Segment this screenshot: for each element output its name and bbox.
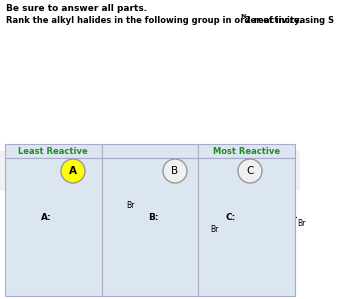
FancyBboxPatch shape — [5, 158, 102, 296]
Text: Br: Br — [297, 219, 306, 228]
Text: B: B — [172, 166, 178, 176]
Text: Be sure to answer all parts.: Be sure to answer all parts. — [6, 4, 147, 13]
Circle shape — [61, 159, 85, 183]
FancyBboxPatch shape — [198, 144, 295, 158]
FancyBboxPatch shape — [0, 151, 300, 191]
FancyBboxPatch shape — [102, 144, 198, 158]
Text: Br: Br — [210, 225, 219, 234]
Text: A: A — [69, 166, 77, 176]
Text: A:: A: — [41, 213, 52, 222]
Text: C: C — [246, 166, 254, 176]
Text: Rank the alkyl halides in the following group in order of increasing S: Rank the alkyl halides in the following … — [6, 16, 334, 25]
FancyBboxPatch shape — [5, 144, 102, 158]
Text: Least Reactive: Least Reactive — [19, 147, 88, 155]
Text: C:: C: — [226, 213, 236, 222]
Circle shape — [163, 159, 187, 183]
Text: 2 reactivity.: 2 reactivity. — [245, 16, 302, 25]
FancyBboxPatch shape — [198, 158, 295, 296]
Text: N: N — [240, 14, 246, 19]
Text: Br: Br — [126, 201, 135, 210]
Text: Most Reactive: Most Reactive — [213, 147, 280, 155]
FancyBboxPatch shape — [102, 158, 198, 296]
Circle shape — [238, 159, 262, 183]
Text: B:: B: — [148, 213, 159, 222]
